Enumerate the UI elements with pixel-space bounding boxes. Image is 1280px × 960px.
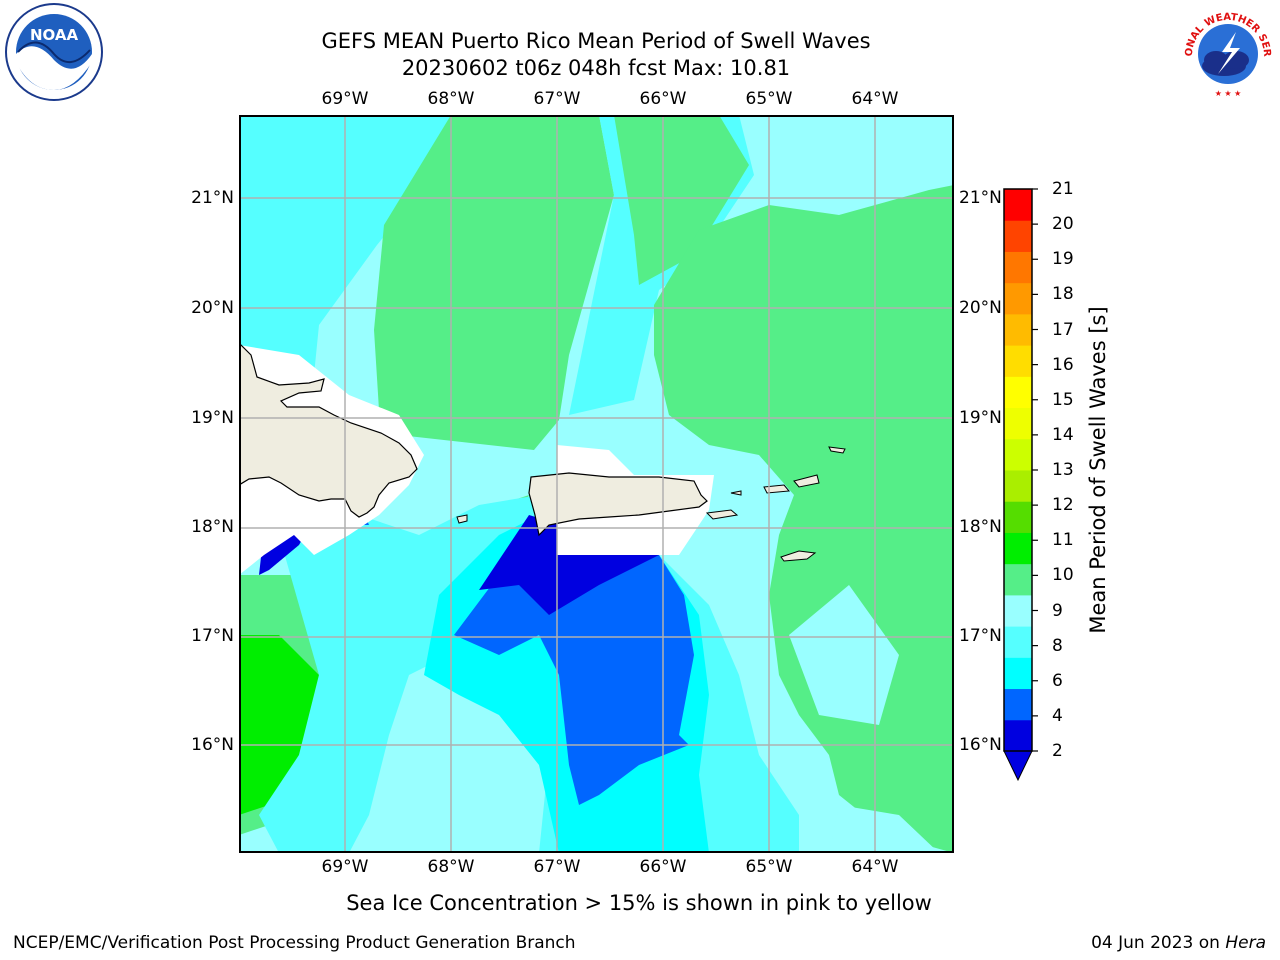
land-mona: [456, 514, 468, 524]
colorbar-swatch: [1004, 313, 1032, 346]
lat-label-right: 17°N: [959, 626, 1002, 646]
lon-label-top: 66°W: [639, 89, 687, 109]
land-st-croix: [780, 550, 817, 562]
credit-machine: Hera: [1225, 933, 1266, 953]
colorbar-tick-label: 18: [1052, 284, 1074, 305]
contour-10-11-sw: [239, 635, 319, 815]
land-virgin-islands: [763, 484, 790, 494]
lat-label-left: 21°N: [191, 188, 234, 208]
lon-label-top: 69°W: [321, 89, 369, 109]
colorbar-swatch: [1004, 376, 1032, 409]
colorbar-tick-label: 21: [1052, 179, 1074, 199]
contour-below-2: [479, 515, 659, 615]
colorbar-swatch: [1004, 626, 1032, 658]
lat-label-left: 16°N: [191, 735, 234, 755]
colorbar-swatch: [1004, 532, 1032, 565]
colorbar-swatch: [1004, 189, 1032, 221]
map-gridlines: [239, 115, 954, 853]
colorbar-swatch: [1004, 251, 1032, 284]
chart-subtitle: 20230602 t06z 048h fcst Max: 10.81: [401, 56, 791, 80]
colorbar-swatch: [1004, 719, 1032, 752]
land-hispaniola: [239, 342, 418, 518]
noaa-logo: NOAA: [5, 3, 103, 101]
map-plot: [239, 115, 954, 853]
sea-ice-note: Sea Ice Concentration > 15% is shown in …: [346, 891, 932, 915]
colorbar-tick-label: 10: [1052, 565, 1074, 586]
map-border: [239, 115, 954, 853]
credit-date: 04 Jun 2023 on Hera: [1091, 933, 1266, 953]
colorbar-tick-label: 9: [1052, 600, 1063, 621]
colorbar-title: Mean Period of Swell Waves [s]: [1086, 306, 1110, 634]
colorbar-swatch: [1004, 438, 1032, 471]
noaa-logo-text: NOAA: [30, 26, 79, 44]
colorbar-extend-arrow: [1003, 750, 1033, 782]
colorbar-tick-label: 6: [1052, 670, 1063, 691]
colorbar-tick-label: 20: [1052, 214, 1074, 235]
lat-label-right: 16°N: [959, 735, 1002, 755]
colorbar-tick-label: 19: [1052, 249, 1074, 270]
colorbar-tick-label: 14: [1052, 424, 1074, 445]
lon-label-bottom: 68°W: [427, 857, 475, 877]
colorbar-swatch: [1004, 688, 1032, 721]
colorbar-tick-label: 2: [1052, 741, 1063, 761]
lat-label-left: 19°N: [191, 408, 234, 428]
chart-title: GEFS MEAN Puerto Rico Mean Period of Swe…: [321, 29, 871, 53]
lon-label-top: 65°W: [745, 89, 793, 109]
colorbar-tick-label: 15: [1052, 389, 1074, 410]
lon-label-top: 67°W: [533, 89, 581, 109]
colorbar: [1003, 188, 1038, 782]
colorbar-swatch: [1004, 657, 1032, 690]
colorbar-tick-label: 12: [1052, 495, 1074, 516]
colorbar-tick-label: 11: [1052, 530, 1074, 551]
credit-branch: NCEP/EMC/Verification Post Processing Pr…: [13, 933, 576, 953]
colorbar-swatch: [1004, 563, 1032, 596]
colorbar-tick-label: 4: [1052, 705, 1063, 726]
nws-logo: NATIONAL WEATHER SERVICE ★ ★ ★: [1178, 2, 1276, 100]
colorbar-swatch: [1004, 220, 1032, 252]
colorbar-tick-label: 16: [1052, 354, 1074, 375]
lat-label-right: 19°N: [959, 408, 1002, 428]
colorbar-swatch: [1004, 282, 1032, 315]
land-anegada: [828, 446, 846, 454]
lat-label-left: 18°N: [191, 517, 234, 537]
colorbar-tick-label: 17: [1052, 319, 1074, 340]
lat-label-left: 17°N: [191, 626, 234, 646]
credit-date-text: 04 Jun 2023 on: [1091, 933, 1226, 953]
lat-label-right: 21°N: [959, 188, 1002, 208]
lon-label-bottom: 66°W: [639, 857, 687, 877]
lat-label-right: 18°N: [959, 517, 1002, 537]
land-vieques: [705, 509, 739, 520]
colorbar-swatch: [1004, 345, 1032, 377]
colorbar-tick-label: 8: [1052, 635, 1063, 656]
lon-label-bottom: 64°W: [851, 857, 899, 877]
lon-label-top: 68°W: [427, 89, 475, 109]
colorbar-swatch: [1004, 501, 1032, 533]
lat-label-right: 20°N: [959, 298, 1002, 318]
svg-text:★ ★ ★: ★ ★ ★: [1215, 89, 1242, 98]
lat-label-left: 20°N: [191, 298, 234, 318]
contour-2-4: [454, 515, 694, 805]
colorbar-swatch: [1004, 594, 1032, 627]
colorbar-swatch: [1004, 470, 1032, 502]
colorbar-swatch: [1004, 407, 1032, 440]
lon-label-bottom: 69°W: [321, 857, 369, 877]
lon-label-bottom: 65°W: [745, 857, 793, 877]
colorbar-tick-label: 13: [1052, 460, 1074, 480]
lon-label-top: 64°W: [851, 89, 899, 109]
lon-label-bottom: 67°W: [533, 857, 581, 877]
